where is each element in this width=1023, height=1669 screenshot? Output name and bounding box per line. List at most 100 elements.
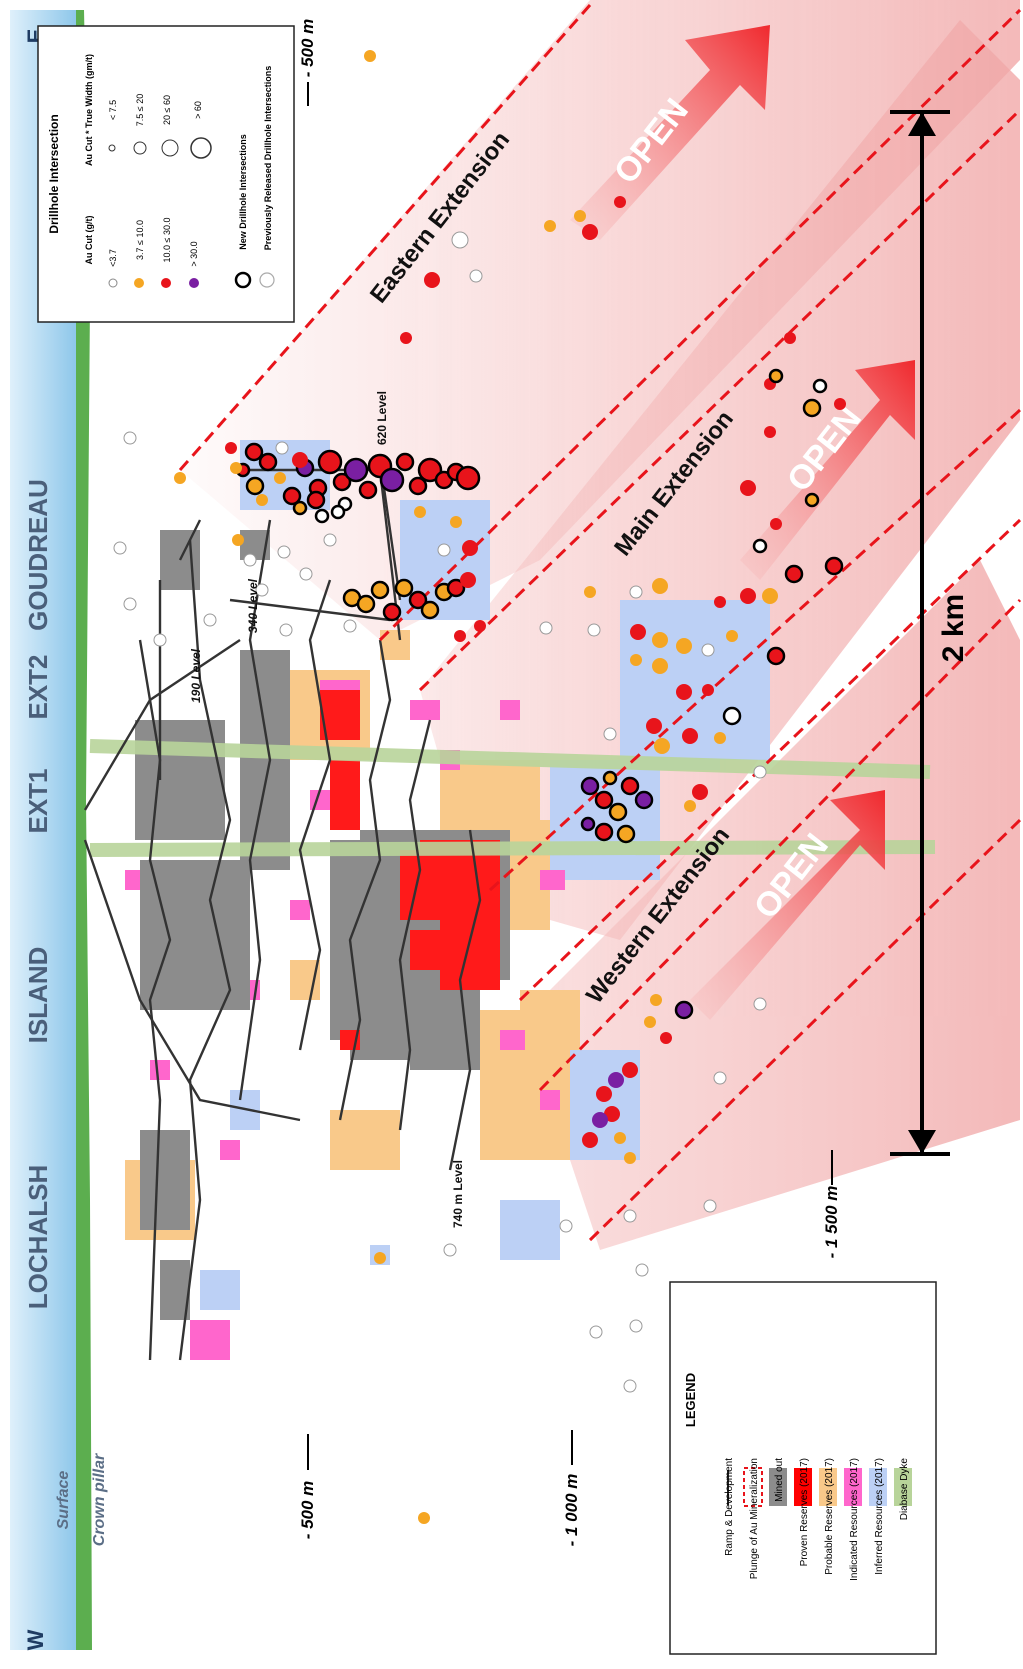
legend-title: LEGEND xyxy=(683,1373,698,1427)
legend-swatch xyxy=(819,1468,837,1506)
legend-swatch xyxy=(894,1468,912,1506)
drillhole-dot xyxy=(714,732,726,744)
width-label: < 7.5 xyxy=(108,100,118,120)
drillhole-dot xyxy=(650,994,662,1006)
drillhole-dot xyxy=(634,790,654,810)
drillhole-dot xyxy=(660,1032,672,1044)
depth-marker: - 1 000 m xyxy=(562,1474,581,1547)
drillhole-dot xyxy=(244,442,264,462)
drillhole-dot xyxy=(282,486,302,506)
drillhole-dot xyxy=(544,220,556,232)
drillhole-dot xyxy=(764,426,776,438)
drillhole-dot xyxy=(676,638,692,654)
drillhole-dot xyxy=(652,578,668,594)
drillhole-dot xyxy=(784,332,796,344)
level-740: 740 m Level xyxy=(451,1160,465,1228)
drillhole-dot xyxy=(474,620,486,632)
drillhole-dot xyxy=(587,623,601,637)
new-intersection-swatch xyxy=(234,271,252,289)
drillhole-dot xyxy=(594,822,614,842)
previous-intersection-swatch xyxy=(259,272,275,288)
drillhole-intersections xyxy=(113,50,846,1524)
drillhole-dot xyxy=(652,658,668,674)
zone-ext2: EXT2 xyxy=(23,654,53,719)
drillhole-dot xyxy=(629,1319,643,1333)
drillhole-dot xyxy=(379,467,405,493)
drillhole-dot xyxy=(608,802,628,822)
drillhole-dot xyxy=(460,572,476,588)
ramp-development xyxy=(83,459,482,1361)
drillhole-dot xyxy=(768,368,784,384)
drillhole-dot xyxy=(644,1016,656,1028)
drillhole-dot xyxy=(834,398,846,410)
drillhole-dot xyxy=(762,588,778,604)
drillhole-dot xyxy=(702,684,714,696)
drillhole-dot xyxy=(364,50,376,62)
drillhole-dot xyxy=(343,457,369,483)
width-swatch xyxy=(190,137,212,159)
drillhole-dot xyxy=(604,1106,620,1122)
drillhole-dot xyxy=(243,553,257,567)
drillhole-dot xyxy=(630,654,642,666)
open-arrow xyxy=(690,790,885,1020)
drillhole-legend-col1-header: Au Cut (g/t) xyxy=(84,216,94,265)
drillhole-dot xyxy=(629,585,643,599)
legend-items: Ramp & Development Plunge of Au Mineraliz… xyxy=(724,1458,912,1581)
drillhole-dot xyxy=(740,480,756,496)
drillhole-dot xyxy=(676,684,692,700)
drillhole-dot xyxy=(580,776,600,796)
drillhole-dot xyxy=(652,632,668,648)
drillhole-dot xyxy=(784,564,804,584)
drillhole-dot xyxy=(753,765,767,779)
level-340: 340 Level xyxy=(246,578,260,633)
drillhole-dot xyxy=(358,480,378,500)
drillhole-dot xyxy=(437,543,451,557)
drillhole-dot xyxy=(623,1379,637,1393)
drillhole-dot xyxy=(451,231,469,249)
drillhole-dot xyxy=(469,269,483,283)
ground-surface xyxy=(76,10,92,1650)
open-arrow xyxy=(740,360,915,580)
drillhole-dot xyxy=(343,619,357,633)
legend-item-label: Mined out xyxy=(774,1458,785,1502)
drillhole-dot xyxy=(714,596,726,608)
drillhole-dot xyxy=(726,630,738,642)
legend-swatch xyxy=(769,1468,787,1506)
drillhole-dot xyxy=(701,643,715,657)
drillhole-dot xyxy=(812,378,828,394)
drillhole-dot xyxy=(418,1512,430,1524)
drillhole-dot xyxy=(594,790,614,810)
drillhole-dot xyxy=(424,272,440,288)
drillhole-dot xyxy=(292,500,308,516)
level-620: 620 Level xyxy=(375,391,389,445)
depth-ticks xyxy=(307,82,833,1470)
drillhole-dot xyxy=(722,706,742,726)
previous-intersection-label: Previously Released Drillhole Intersecti… xyxy=(263,66,273,251)
drillhole-dot xyxy=(123,597,137,611)
width-swatch xyxy=(161,139,179,157)
drillhole-dot xyxy=(752,538,768,554)
drillhole-dot xyxy=(574,210,586,222)
drillhole-dot xyxy=(356,594,376,614)
inferred-blocks xyxy=(140,440,770,1310)
scale-label: 2 km xyxy=(937,594,970,662)
drillhole-dot xyxy=(584,586,596,598)
drillhole-dot xyxy=(674,1000,694,1020)
drillhole-dot xyxy=(804,492,820,508)
drillhole-dot xyxy=(580,816,596,832)
legend-swatch xyxy=(844,1468,862,1506)
compass-west: W xyxy=(23,1629,48,1650)
drillhole-dot xyxy=(635,1263,649,1277)
drillhole-dot xyxy=(824,556,844,576)
drillhole-dot xyxy=(753,997,767,1011)
drillhole-dot xyxy=(713,1071,727,1085)
grade-label: <3.7 xyxy=(108,249,118,267)
drillhole-dot xyxy=(740,588,756,604)
drillhole-dot xyxy=(454,630,466,642)
drillhole-dot xyxy=(275,441,289,455)
drillhole-legend-col2-header: Au Cut * True Width (gm/t) xyxy=(84,54,94,166)
drillhole-dot xyxy=(559,1219,573,1233)
drillhole-dot xyxy=(395,452,415,472)
grade-swatch xyxy=(108,278,118,288)
